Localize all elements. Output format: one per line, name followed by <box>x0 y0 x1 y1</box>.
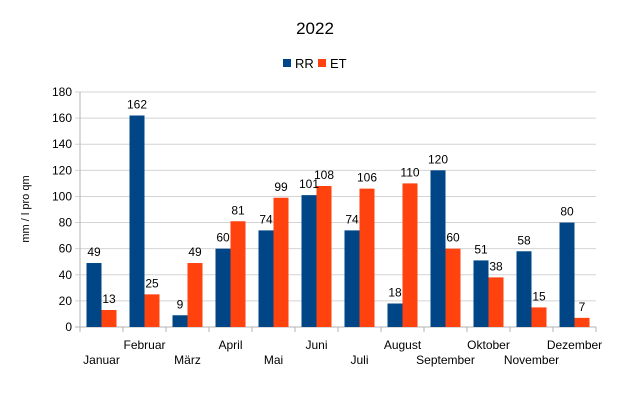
y-tick-label-140: 140 <box>52 137 72 151</box>
data-label-rr-m-rz: 9 <box>177 297 184 311</box>
bar-et-august <box>402 183 418 327</box>
legend-swatch-rr <box>283 59 291 67</box>
bar-et-oktober <box>488 277 504 327</box>
y-tick-label-60: 60 <box>59 242 73 256</box>
data-label-rr-mai: 74 <box>259 212 273 226</box>
data-label-rr-november: 58 <box>517 233 531 247</box>
x-category-label-m-rz: März <box>174 353 201 367</box>
legend-label-rr: RR <box>295 56 314 71</box>
y-axis-ticks: 0 20 40 60 80 100 120 140 160 180 <box>52 85 72 334</box>
data-label-rr-september: 120 <box>428 152 448 166</box>
y-tick-label-0: 0 <box>65 320 72 334</box>
legend-label-et: ET <box>330 56 347 71</box>
x-category-label-november: November <box>504 353 559 367</box>
data-label-et-dezember: 7 <box>579 300 586 314</box>
bar-et-mai <box>273 197 289 327</box>
y-tick-label-20: 20 <box>59 294 73 308</box>
bar-rr-mai <box>258 230 274 327</box>
x-category-label-dezember: Dezember <box>547 338 602 352</box>
x-category-label-september: September <box>416 353 475 367</box>
y-tick-label-180: 180 <box>52 85 72 99</box>
bar-et-februar <box>144 294 160 327</box>
legend-swatch-et <box>318 59 326 67</box>
data-label-et-juni: 108 <box>314 168 334 182</box>
y-tick-label-100: 100 <box>52 189 72 203</box>
data-label-rr-juni: 101 <box>299 177 319 191</box>
chart-title: 2022 <box>296 19 334 38</box>
x-category-label-juni: Juni <box>305 338 327 352</box>
x-category-label-august: August <box>384 338 422 352</box>
x-category-label-mai: Mai <box>264 353 283 367</box>
bar-rr-juli <box>344 230 360 327</box>
data-label-et-september: 60 <box>446 231 460 245</box>
y-tick-label-120: 120 <box>52 163 72 177</box>
data-label-et-mai: 99 <box>274 180 288 194</box>
x-category-label-januar: Januar <box>83 353 120 367</box>
bar-et-dezember <box>574 317 590 327</box>
y-tick-label-40: 40 <box>59 268 73 282</box>
bar-rr-november <box>516 251 532 327</box>
x-category-label-juli: Juli <box>350 353 368 367</box>
data-label-et-oktober: 38 <box>489 259 503 273</box>
bars <box>86 115 590 327</box>
data-label-et-august: 110 <box>400 165 419 179</box>
bar-rr-m-rz <box>172 315 188 327</box>
data-label-rr-februar: 162 <box>127 98 147 112</box>
bar-rr-september <box>430 170 446 327</box>
data-label-et-november: 15 <box>532 289 546 303</box>
bar-et-m-rz <box>187 263 203 327</box>
bar-rr-februar <box>129 115 145 327</box>
data-label-et-juli: 106 <box>357 171 377 185</box>
bar-rr-oktober <box>473 260 489 327</box>
x-category-label-april: April <box>218 338 242 352</box>
bar-rr-juni <box>301 195 317 327</box>
data-label-et-april: 81 <box>231 203 245 217</box>
data-label-rr-juli: 74 <box>345 212 359 226</box>
data-label-rr-oktober: 51 <box>474 242 488 256</box>
bar-rr-dezember <box>559 222 575 327</box>
data-label-rr-dezember: 80 <box>560 205 574 219</box>
data-label-rr-august: 18 <box>388 286 402 300</box>
bar-et-juli <box>359 188 375 327</box>
bar-et-januar <box>101 310 117 327</box>
data-label-et-februar: 25 <box>145 276 159 290</box>
data-label-et-m-rz: 49 <box>188 245 202 259</box>
y-tick-label-160: 160 <box>52 111 72 125</box>
bar-rr-august <box>387 303 403 327</box>
bar-et-juni <box>316 186 332 327</box>
bar-et-april <box>230 221 246 327</box>
x-category-label-februar: Februar <box>123 338 165 352</box>
gridlines <box>75 91 597 332</box>
bar-et-september <box>445 248 461 327</box>
x-category-label-oktober: Oktober <box>467 338 510 352</box>
data-label-et-januar: 13 <box>102 292 116 306</box>
data-label-rr-april: 60 <box>216 231 230 245</box>
y-tick-label-80: 80 <box>59 216 73 230</box>
y-axis-title: mm / l pro qm <box>20 175 32 242</box>
bar-rr-januar <box>86 263 102 327</box>
legend: RR ET <box>283 56 347 71</box>
data-label-rr-januar: 49 <box>87 245 101 259</box>
bar-rr-april <box>215 248 231 327</box>
bar-et-november <box>531 307 547 327</box>
